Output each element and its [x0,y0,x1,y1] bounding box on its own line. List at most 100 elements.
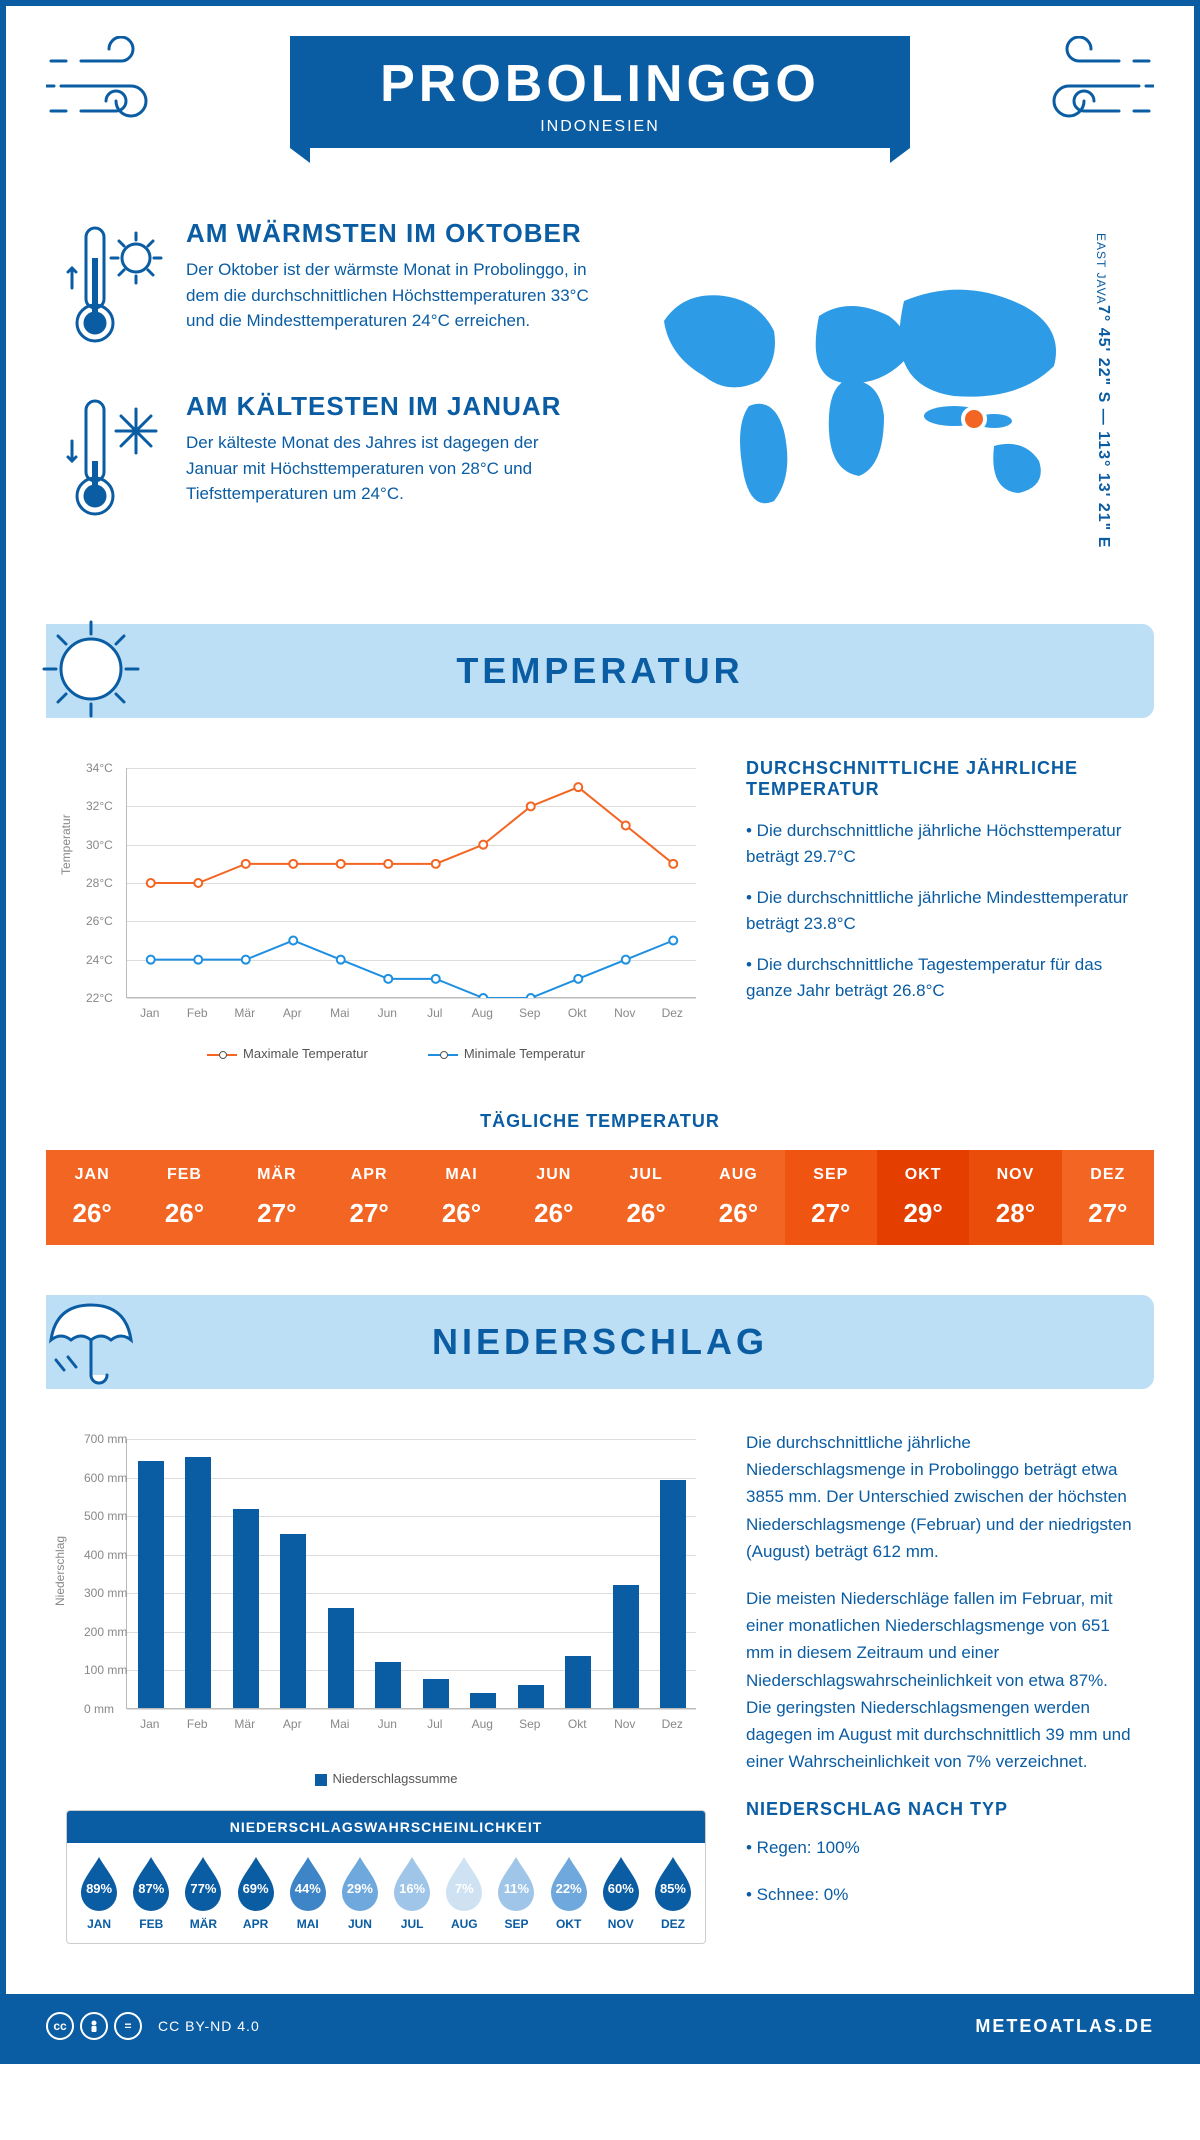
coldest-title: AM KÄLTESTEN IM JANUAR [186,391,594,422]
daily-temp-cell: SEP27° [785,1150,877,1245]
y-tick-label: 100 mm [84,1663,127,1677]
nd-icon: = [114,2012,142,2040]
y-tick-label: 400 mm [84,1548,127,1562]
y-tick-label: 200 mm [84,1625,127,1639]
bar [233,1509,259,1708]
daily-temp-cell: JAN26° [46,1150,138,1245]
x-tick-label: Aug [472,1006,493,1020]
y-tick-label: 300 mm [84,1586,127,1600]
region-label: EAST JAVA [1094,233,1108,305]
x-tick-label: Okt [568,1717,587,1731]
temperature-chart: Temperatur 22°C24°C26°C28°C30°C32°C34°CJ… [66,758,706,1038]
x-tick-label: Mai [330,1717,349,1731]
precip-type-bullet: • Schnee: 0% [746,1881,1134,1908]
daily-temp-cell: APR27° [323,1150,415,1245]
bar [565,1656,591,1708]
y-axis-label: Niederschlag [53,1536,67,1606]
y-tick-label: 24°C [86,953,113,967]
section-title: NIEDERSCHLAG [86,1321,1114,1363]
x-tick-label: Aug [472,1717,493,1731]
bar [518,1685,544,1708]
precipitation-banner: NIEDERSCHLAG [46,1295,1154,1389]
x-tick-label: Jul [427,1717,442,1731]
probability-cell: 16%JUL [386,1855,438,1931]
daily-temp-cell: MÄR27° [231,1150,323,1245]
bar [280,1534,306,1708]
wind-icon [1034,36,1154,136]
precip-para-2: Die meisten Niederschläge fallen im Febr… [746,1585,1134,1775]
coldest-text: Der kälteste Monat des Jahres ist dagege… [186,430,594,507]
y-tick-label: 26°C [86,914,113,928]
bar [423,1679,449,1708]
x-tick-label: Nov [614,1717,635,1731]
credit: METEOATLAS.DE [975,2016,1154,2037]
bar [138,1461,164,1708]
country-name: INDONESIEN [380,118,820,136]
by-icon [80,2012,108,2040]
probability-cell: 60%NOV [595,1855,647,1931]
x-tick-label: Sep [519,1717,540,1731]
chart-legend: Niederschlagssumme [66,1769,706,1786]
probability-cell: 29%JUN [334,1855,386,1931]
precip-type-heading: NIEDERSCHLAG NACH TYP [746,1795,1134,1824]
city-name: PROBOLINGGO [380,54,820,114]
probability-box: NIEDERSCHLAGSWAHRSCHEINLICHKEIT 89%JAN87… [66,1810,706,1944]
daily-temp-cell: JUL26° [600,1150,692,1245]
temp-bullet: • Die durchschnittliche jährliche Mindes… [746,885,1134,936]
y-tick-label: 600 mm [84,1471,127,1485]
y-tick-label: 32°C [86,799,113,813]
x-tick-label: Mär [234,1006,255,1020]
daily-temp-cell: OKT29° [877,1150,969,1245]
precip-type-bullet: • Regen: 100% [746,1834,1134,1861]
x-tick-label: Feb [187,1717,208,1731]
legend-item: Maximale Temperatur [187,1046,368,1061]
section-title: TEMPERATUR [86,650,1114,692]
title-ribbon: PROBOLINGGO INDONESIEN [290,36,910,148]
x-tick-label: Apr [283,1006,302,1020]
thermometer-snow-icon [66,391,166,536]
daily-temp-cell: JUN26° [508,1150,600,1245]
y-tick-label: 28°C [86,876,113,890]
probability-cell: 69%APR [230,1855,282,1931]
x-tick-label: Okt [568,1006,587,1020]
probability-cell: 22%OKT [543,1855,595,1931]
license-badges: cc = CC BY-ND 4.0 [46,2012,260,2040]
x-tick-label: Mai [330,1006,349,1020]
x-tick-label: Jan [140,1717,159,1731]
coordinates: 7° 45' 22" S — 113° 13' 21" E [1094,305,1112,548]
x-tick-label: Jun [378,1717,397,1731]
world-map [634,261,1084,521]
sun-icon [36,614,146,724]
x-tick-label: Feb [187,1006,208,1020]
daily-temp-cell: AUG26° [692,1150,784,1245]
y-tick-label: 30°C [86,838,113,852]
x-tick-label: Sep [519,1006,540,1020]
bar [185,1457,211,1708]
bar [660,1480,686,1708]
bar [470,1693,496,1708]
intro-section: AM WÄRMSTEN IM OKTOBER Der Oktober ist d… [6,198,1194,604]
coldest-block: AM KÄLTESTEN IM JANUAR Der kälteste Mona… [66,391,594,536]
x-tick-label: Dez [662,1006,683,1020]
probability-cell: 7%AUG [438,1855,490,1931]
precipitation-chart: Niederschlag 0 mm100 mm200 mm300 mm400 m… [66,1429,706,1769]
probability-cell: 11%SEP [490,1855,542,1931]
warmest-block: AM WÄRMSTEN IM OKTOBER Der Oktober ist d… [66,218,594,363]
warmest-title: AM WÄRMSTEN IM OKTOBER [186,218,594,249]
x-tick-label: Apr [283,1717,302,1731]
daily-temp-heading: TÄGLICHE TEMPERATUR [46,1111,1154,1132]
legend-item: Minimale Temperatur [408,1046,585,1061]
y-tick-label: 500 mm [84,1509,127,1523]
daily-temp-cell: FEB26° [138,1150,230,1245]
x-tick-label: Nov [614,1006,635,1020]
footer: cc = CC BY-ND 4.0 METEOATLAS.DE [6,1994,1194,2058]
y-tick-label: 700 mm [84,1432,127,1446]
temperature-banner: TEMPERATUR [46,624,1154,718]
bar [328,1608,354,1708]
x-tick-label: Jun [378,1006,397,1020]
temp-text-heading: DURCHSCHNITTLICHE JÄHRLICHE TEMPERATUR [746,758,1134,800]
temp-bullet: • Die durchschnittliche Tagestemperatur … [746,952,1134,1003]
license-text: CC BY-ND 4.0 [158,2018,260,2034]
x-tick-label: Jul [427,1006,442,1020]
header: PROBOLINGGO INDONESIEN [6,6,1194,198]
